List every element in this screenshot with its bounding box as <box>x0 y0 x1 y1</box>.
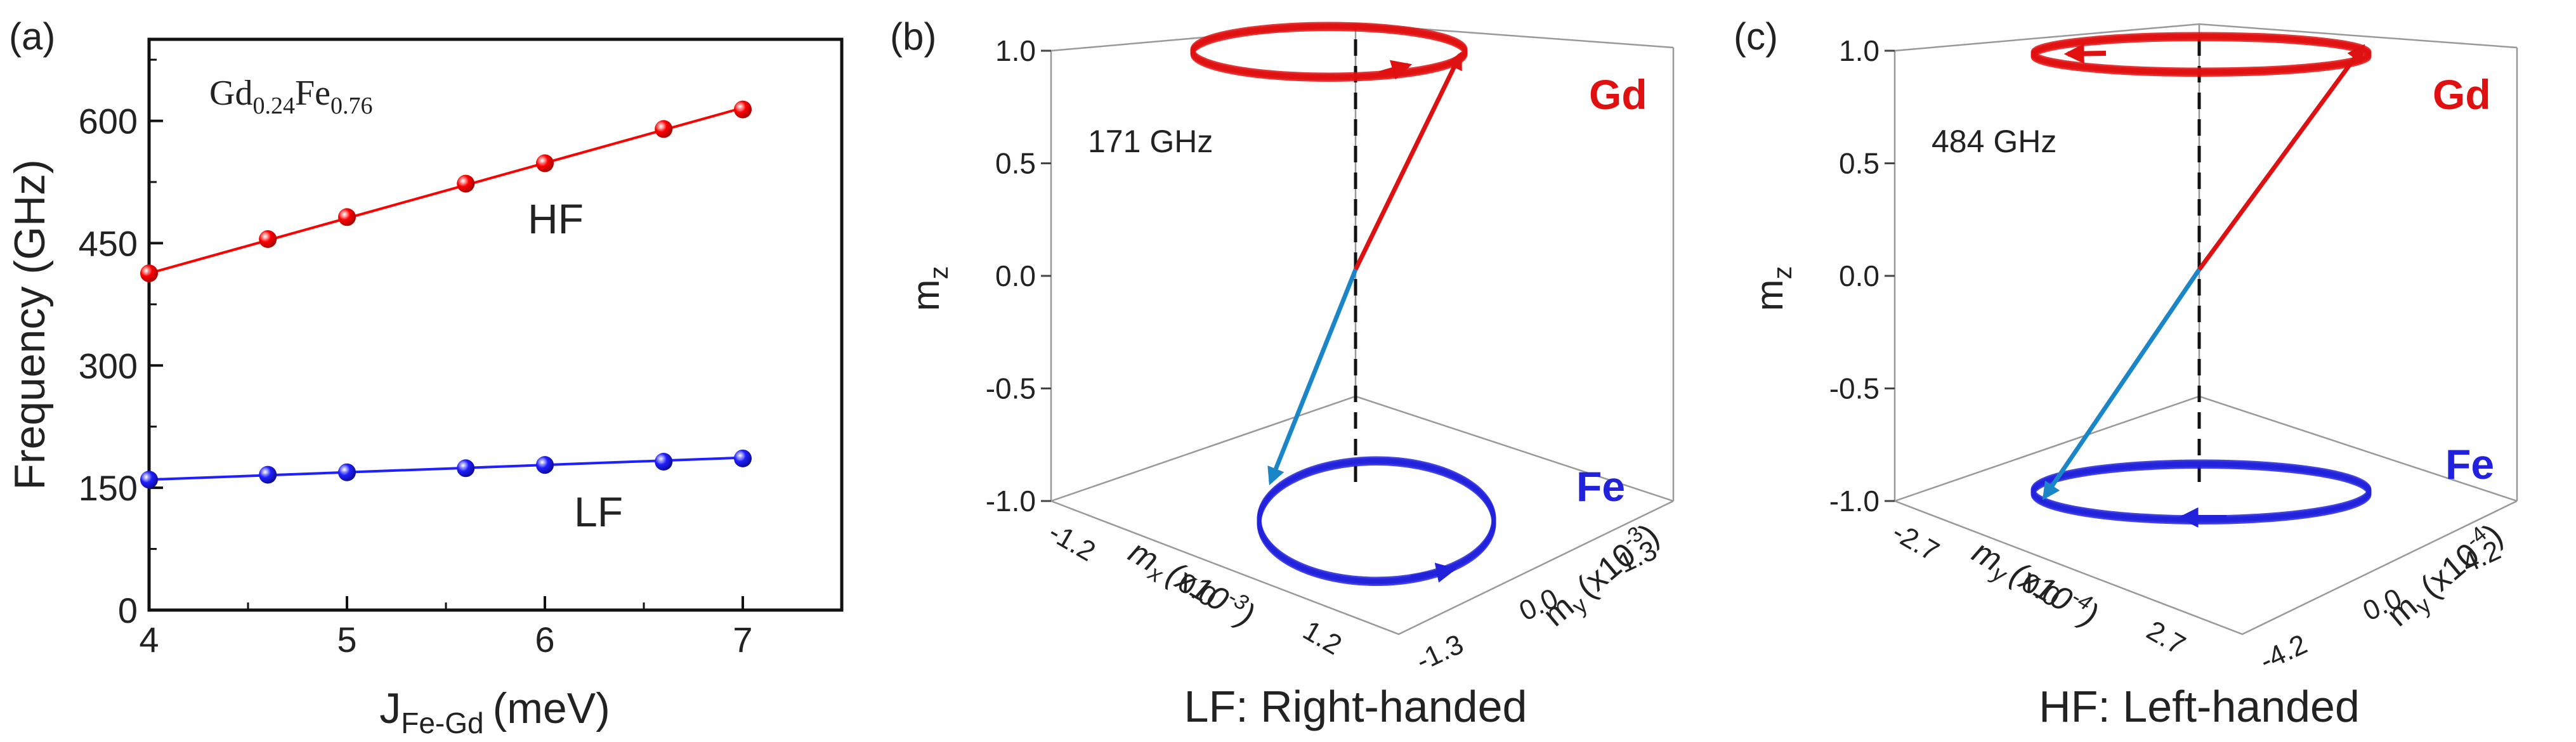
fe-precession-ring <box>2030 464 2372 524</box>
x-axis-label: mx(x10-3) <box>1121 531 1262 637</box>
frequency-label: 171 GHz <box>1088 124 1213 159</box>
z-tick-label: 1.0 <box>1839 34 1880 67</box>
y-tick-label: -1.3 <box>1411 628 1468 677</box>
data-points <box>140 100 752 489</box>
panel-a-frequency-chart: (a) 4 5 6 7 0 150 300 450 600 Gd0.24Fe0.76 HF LF… <box>6 15 844 739</box>
panel-label: (c) <box>1734 15 1778 58</box>
z-tick-label: -1.0 <box>986 485 1036 517</box>
point-hf <box>655 120 673 138</box>
fe-magnetization-vector <box>1267 268 1358 486</box>
panel-label: (b) <box>890 15 936 58</box>
z-tick-label: -0.5 <box>986 372 1036 405</box>
z-axis-label: mz <box>905 266 953 311</box>
handedness-caption: LF: Right-handed <box>1184 682 1527 731</box>
fe-precession-ring <box>1257 461 1496 586</box>
z-axis-label: mz <box>1748 266 1797 311</box>
z-tick-label: -0.5 <box>1829 372 1880 405</box>
point-hf <box>140 264 158 282</box>
y-tick-label: -4.2 <box>2255 628 2311 677</box>
y-tick-label: 300 <box>79 346 138 386</box>
gd-direction-arrow <box>2063 43 2107 64</box>
fit-line-lf <box>148 456 743 481</box>
x-tick-label: 5 <box>337 620 356 660</box>
gd-magnetization-vector <box>1353 51 1463 271</box>
point-lf <box>338 463 356 481</box>
x-tick-label: 2.7 <box>2141 615 2190 661</box>
gd-direction-arrow <box>1378 60 1413 80</box>
z-tick-label: 1.0 <box>995 34 1036 67</box>
point-lf <box>140 471 158 489</box>
axis-ticks: 4 5 6 7 0 150 300 450 600 <box>79 58 753 660</box>
point-hf <box>338 208 356 226</box>
x-axis-label: JFe-Gd (meV) <box>379 684 610 739</box>
fe-label: Fe <box>2445 441 2494 488</box>
fe-direction-arrow <box>1411 563 1457 583</box>
series-label-lf: LF <box>574 488 623 535</box>
point-hf <box>536 154 554 172</box>
point-lf <box>655 453 673 471</box>
x-tick-label: -2.7 <box>1887 516 1944 567</box>
y-axis-label: my(x10-4) <box>2378 515 2512 637</box>
y-tick-label: 600 <box>79 101 138 141</box>
fit-line-hf <box>148 107 743 275</box>
point-hf <box>734 100 752 119</box>
series-label-hf: HF <box>528 195 584 242</box>
box-edge <box>1050 500 1674 635</box>
y-tick-label: 0 <box>118 590 138 630</box>
x-tick-label: 7 <box>733 620 752 660</box>
fe-magnetization-vector <box>2042 268 2201 500</box>
handedness-caption: HF: Left-handed <box>2039 682 2360 731</box>
x-axis-label: my(x10-4) <box>1965 531 2106 637</box>
frequency-label: 484 GHz <box>1932 124 2056 159</box>
x-tick-label: 1.2 <box>1298 615 1347 661</box>
point-lf <box>536 456 554 474</box>
panel-b-lf-precession: (b) 1.00.50.0-0.5-1.0mz-1.20.01.2mx(x10-3… <box>890 15 1675 731</box>
plot-frame <box>147 37 844 612</box>
point-lf <box>734 449 752 467</box>
fit-lines <box>148 107 743 481</box>
y-axis-label: Frequency (GHz) <box>6 159 54 490</box>
z-tick-label: -1.0 <box>1829 485 1880 517</box>
y-axis-label: my(x10-3) <box>1534 515 1668 637</box>
point-hf <box>259 230 277 248</box>
gd-label: Gd <box>2433 71 2491 118</box>
y-tick-label: 450 <box>79 223 138 263</box>
x-tick-label: -1.2 <box>1043 516 1101 567</box>
point-lf <box>457 459 475 478</box>
z-tick-label: 0.0 <box>995 259 1036 292</box>
gd-label: Gd <box>1589 71 1647 118</box>
x-tick-label: 6 <box>535 620 554 660</box>
point-hf <box>457 174 475 193</box>
point-lf <box>259 465 277 484</box>
z-tick-label: 0.0 <box>1839 259 1880 292</box>
composition-label: Gd0.24Fe0.76 <box>209 74 372 119</box>
box-edge <box>1894 395 2518 502</box>
gd-precession-ring <box>1190 27 1468 82</box>
x-tick-label: 4 <box>139 620 159 660</box>
panel-a-label: (a) <box>9 15 55 58</box>
y-tick-label: 150 <box>79 468 138 508</box>
panel-c-hf-precession: (c) 1.00.50.0-0.5-1.0mz-2.70.02.7my(x10-4… <box>1734 15 2518 731</box>
z-tick-label: 0.5 <box>1839 147 1880 180</box>
z-tick-label: 0.5 <box>995 147 1036 180</box>
gd-magnetization-vector <box>2197 44 2365 271</box>
box-edge <box>1894 500 2518 635</box>
fe-label: Fe <box>1576 463 1625 510</box>
gd-precession-ring <box>2030 37 2372 77</box>
box-edge <box>1894 23 2518 52</box>
